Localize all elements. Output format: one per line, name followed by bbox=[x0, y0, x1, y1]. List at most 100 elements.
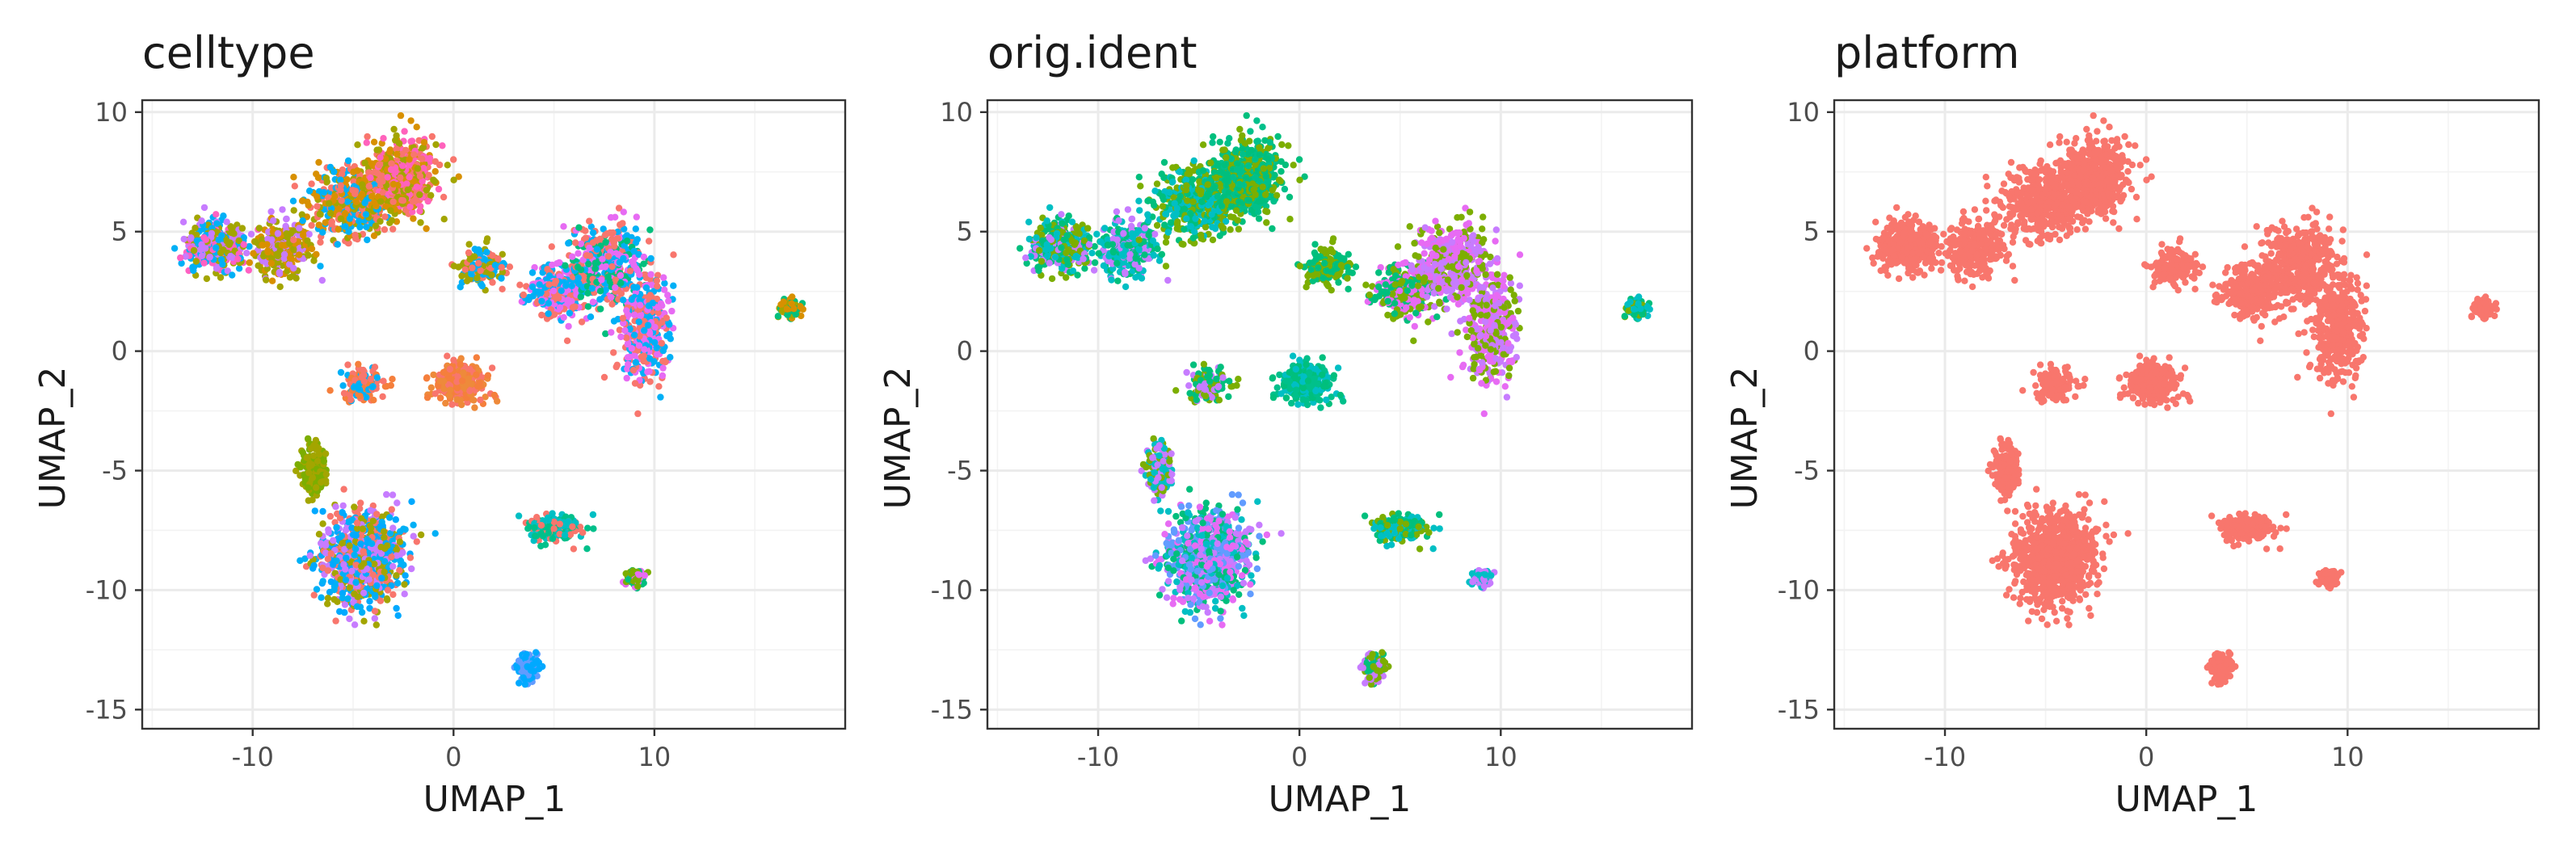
point bbox=[406, 156, 413, 163]
point bbox=[516, 679, 523, 687]
point bbox=[338, 170, 346, 178]
point bbox=[370, 397, 377, 404]
point bbox=[305, 251, 312, 259]
point bbox=[440, 193, 448, 201]
point bbox=[373, 511, 381, 518]
point bbox=[647, 254, 655, 263]
point bbox=[784, 305, 791, 313]
point bbox=[377, 217, 384, 225]
point bbox=[290, 264, 297, 272]
point bbox=[598, 276, 605, 284]
point bbox=[585, 260, 592, 267]
y-tick-label: -5 bbox=[102, 456, 128, 486]
point bbox=[337, 368, 345, 376]
point bbox=[610, 349, 617, 356]
point bbox=[318, 276, 326, 284]
point bbox=[346, 542, 353, 549]
point bbox=[344, 157, 352, 165]
point bbox=[532, 532, 539, 540]
point bbox=[279, 206, 286, 213]
point bbox=[360, 377, 368, 385]
point bbox=[305, 484, 312, 491]
point bbox=[439, 142, 446, 149]
point bbox=[465, 241, 473, 248]
point bbox=[397, 174, 404, 182]
cluster-2 bbox=[289, 157, 417, 270]
point bbox=[637, 312, 644, 320]
point bbox=[280, 250, 288, 259]
point bbox=[617, 280, 625, 287]
point bbox=[389, 225, 397, 233]
point bbox=[523, 650, 530, 658]
point bbox=[326, 163, 335, 171]
point bbox=[342, 566, 349, 573]
point bbox=[659, 372, 667, 380]
point bbox=[358, 608, 366, 616]
point bbox=[357, 540, 364, 548]
point bbox=[284, 267, 291, 275]
point bbox=[628, 296, 635, 303]
point bbox=[402, 526, 409, 533]
point bbox=[590, 525, 597, 532]
point bbox=[630, 331, 638, 339]
point bbox=[537, 522, 545, 529]
point bbox=[660, 274, 667, 281]
point bbox=[455, 173, 462, 180]
point bbox=[475, 247, 483, 254]
point bbox=[373, 621, 380, 629]
point bbox=[466, 255, 474, 263]
point bbox=[289, 197, 297, 204]
point bbox=[388, 553, 395, 561]
point bbox=[401, 581, 408, 588]
point bbox=[611, 242, 618, 250]
point bbox=[651, 323, 659, 331]
point bbox=[640, 357, 647, 365]
point bbox=[293, 275, 300, 282]
point bbox=[315, 221, 322, 229]
point bbox=[193, 231, 200, 238]
point bbox=[334, 241, 341, 248]
point bbox=[596, 288, 604, 295]
x-axis-title: UMAP_1 bbox=[423, 779, 566, 820]
x-tick-label: 10 bbox=[638, 742, 671, 772]
point bbox=[198, 217, 205, 225]
point bbox=[389, 491, 397, 498]
point bbox=[325, 528, 332, 536]
point bbox=[297, 464, 305, 471]
point bbox=[620, 297, 627, 304]
point bbox=[471, 404, 478, 411]
point bbox=[259, 236, 266, 243]
point bbox=[579, 529, 587, 536]
point bbox=[217, 274, 225, 281]
point bbox=[582, 234, 590, 242]
point bbox=[414, 165, 422, 172]
point bbox=[224, 267, 231, 275]
point bbox=[395, 140, 403, 147]
point bbox=[647, 271, 655, 278]
point bbox=[319, 507, 326, 515]
point bbox=[389, 180, 398, 188]
point bbox=[608, 263, 616, 271]
point bbox=[371, 608, 379, 615]
point bbox=[332, 503, 339, 511]
point bbox=[351, 231, 359, 239]
point bbox=[416, 208, 423, 215]
cluster-1 bbox=[246, 206, 326, 291]
point bbox=[304, 237, 311, 245]
point bbox=[367, 174, 374, 182]
point bbox=[632, 359, 639, 366]
point bbox=[213, 244, 220, 251]
point bbox=[617, 333, 625, 341]
point bbox=[311, 507, 318, 515]
point bbox=[431, 178, 439, 185]
point bbox=[354, 167, 361, 175]
point bbox=[313, 484, 320, 491]
point bbox=[577, 293, 584, 301]
point bbox=[290, 174, 297, 181]
point bbox=[657, 393, 664, 401]
point bbox=[377, 597, 385, 604]
point bbox=[1074, 271, 1081, 279]
point bbox=[356, 223, 364, 231]
point bbox=[408, 498, 415, 505]
point bbox=[397, 111, 405, 120]
